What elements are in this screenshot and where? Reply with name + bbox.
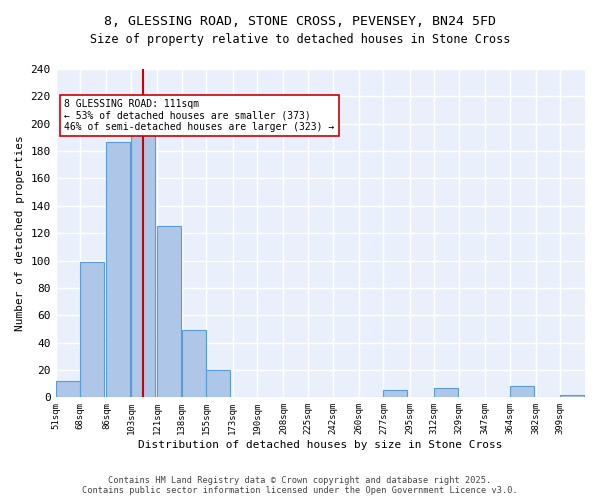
- Text: Size of property relative to detached houses in Stone Cross: Size of property relative to detached ho…: [90, 32, 510, 46]
- Text: 8 GLESSING ROAD: 111sqm
← 53% of detached houses are smaller (373)
46% of semi-d: 8 GLESSING ROAD: 111sqm ← 53% of detache…: [64, 99, 335, 132]
- Bar: [182, 330, 206, 398]
- Bar: [383, 390, 407, 398]
- Y-axis label: Number of detached properties: Number of detached properties: [15, 136, 25, 331]
- Text: Contains HM Land Registry data © Crown copyright and database right 2025.
Contai: Contains HM Land Registry data © Crown c…: [82, 476, 518, 495]
- Bar: [434, 388, 458, 398]
- Bar: [80, 262, 104, 398]
- Bar: [131, 124, 155, 398]
- Bar: [509, 386, 533, 398]
- Text: 8, GLESSING ROAD, STONE CROSS, PEVENSEY, BN24 5FD: 8, GLESSING ROAD, STONE CROSS, PEVENSEY,…: [104, 15, 496, 28]
- Bar: [106, 142, 130, 398]
- Bar: [56, 381, 80, 398]
- Bar: [157, 226, 181, 398]
- X-axis label: Distribution of detached houses by size in Stone Cross: Distribution of detached houses by size …: [138, 440, 503, 450]
- Bar: [560, 394, 584, 398]
- Bar: [206, 370, 230, 398]
